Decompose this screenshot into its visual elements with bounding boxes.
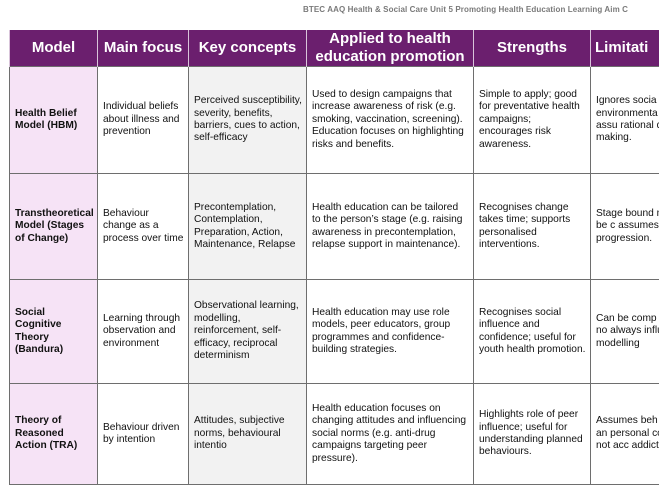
document-header: BTEC AAQ Health & Social Care Unit 5 Pro… bbox=[303, 5, 629, 14]
column-header-key-concepts: Key concepts bbox=[188, 30, 307, 67]
column-header-applied: Applied to health education promotion bbox=[306, 30, 474, 67]
applied-cell: Health education focuses on changing att… bbox=[306, 383, 474, 485]
models-table-wrapper: Model Main focus Key concepts Applied to… bbox=[9, 30, 659, 485]
table-row: Health Belief Model (HBM) Individual bel… bbox=[9, 66, 659, 174]
limitations-cell: Stage bound may not be c assumes line pr… bbox=[590, 173, 659, 280]
key-concepts-cell: Attitudes, subjective norms, behavioural… bbox=[188, 383, 307, 485]
strengths-cell: Simple to apply; good for preventative h… bbox=[473, 66, 591, 174]
applied-cell: Used to design campaigns that increase a… bbox=[306, 66, 474, 174]
limitations-cell: Ignores socia environmenta factors; assu… bbox=[590, 66, 659, 174]
key-concepts-cell: Precontemplation, Contemplation, Prepara… bbox=[188, 173, 307, 280]
models-table: Model Main focus Key concepts Applied to… bbox=[9, 30, 659, 485]
key-concepts-cell: Observational learning, modelling, reinf… bbox=[188, 279, 307, 384]
model-cell: Health Belief Model (HBM) bbox=[9, 66, 98, 174]
applied-cell: Health education may use role models, pe… bbox=[306, 279, 474, 384]
main-focus-cell: Individual beliefs about illness and pre… bbox=[97, 66, 189, 174]
column-header-main-focus: Main focus bbox=[97, 30, 189, 67]
table-row: Theory of Reasoned Action (TRA) Behaviou… bbox=[9, 383, 659, 485]
strengths-cell: Recognises social influence and confiden… bbox=[473, 279, 591, 384]
table-header-row: Model Main focus Key concepts Applied to… bbox=[9, 30, 659, 67]
table-row: Transtheoretical Model (Stages of Change… bbox=[9, 173, 659, 280]
strengths-cell: Recognises change takes time; supports p… bbox=[473, 173, 591, 280]
main-focus-cell: Behaviour driven by intention bbox=[97, 383, 189, 485]
main-focus-cell: Behaviour change as a process over time bbox=[97, 173, 189, 280]
limitations-cell: Can be comp behaviour no always influe b… bbox=[590, 279, 659, 384]
model-cell: Transtheoretical Model (Stages of Change… bbox=[9, 173, 98, 280]
model-cell: Theory of Reasoned Action (TRA) bbox=[9, 383, 98, 485]
model-cell: Social Cognitive Theory (Bandura) bbox=[9, 279, 98, 384]
table-row: Social Cognitive Theory (Bandura) Learni… bbox=[9, 279, 659, 384]
key-concepts-cell: Perceived susceptibility, severity, bene… bbox=[188, 66, 307, 174]
column-header-model: Model bbox=[9, 30, 98, 67]
limitations-cell: Assumes beh is rational an personal con … bbox=[590, 383, 659, 485]
column-header-strengths: Strengths bbox=[473, 30, 591, 67]
main-focus-cell: Learning through observation and environ… bbox=[97, 279, 189, 384]
applied-cell: Health education can be tailored to the … bbox=[306, 173, 474, 280]
strengths-cell: Highlights role of peer influence; usefu… bbox=[473, 383, 591, 485]
column-header-limitations: Limitati bbox=[590, 30, 659, 67]
